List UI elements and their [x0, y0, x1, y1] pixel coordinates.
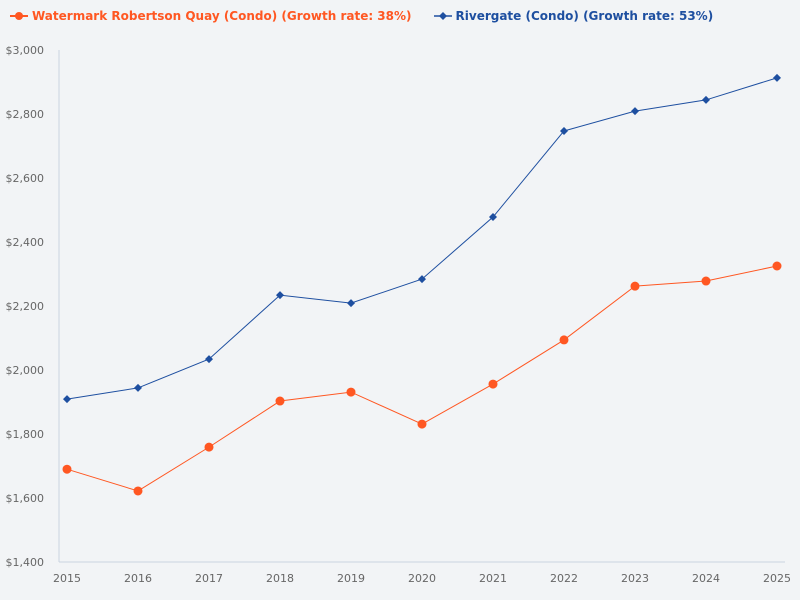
y-tick-label: $2,200 — [6, 300, 45, 313]
data-point — [347, 299, 355, 308]
x-tick-label: 2017 — [195, 572, 223, 585]
y-tick-label: $3,000 — [6, 44, 45, 57]
data-point — [418, 275, 426, 284]
circle-marker-icon — [10, 12, 28, 20]
x-tick-label: 2025 — [763, 572, 791, 585]
data-point — [701, 276, 711, 286]
data-point — [773, 73, 781, 82]
y-tick-label: $2,000 — [6, 364, 45, 377]
data-point — [204, 442, 214, 452]
data-point — [630, 281, 640, 291]
data-point — [417, 419, 427, 429]
x-tick-label: 2019 — [337, 572, 365, 585]
data-point — [275, 396, 285, 406]
x-tick-label: 2022 — [550, 572, 578, 585]
legend-label: Watermark Robertson Quay (Condo) (Growth… — [32, 9, 412, 23]
y-tick-label: $1,800 — [6, 428, 45, 441]
data-point — [63, 395, 71, 404]
series-line-0 — [66, 265, 778, 492]
x-tick-label: 2024 — [692, 572, 720, 585]
data-point — [205, 355, 213, 364]
data-point — [276, 291, 284, 300]
data-point — [62, 464, 72, 474]
data-point — [702, 95, 710, 104]
y-tick-label: $1,600 — [6, 492, 45, 505]
legend-item-watermark[interactable]: Watermark Robertson Quay (Condo) (Growth… — [10, 9, 412, 23]
legend-item-rivergate[interactable]: Rivergate (Condo) (Growth rate: 53%) — [433, 9, 714, 23]
data-point — [559, 335, 569, 345]
y-tick-label: $1,400 — [6, 556, 45, 569]
data-point — [772, 261, 782, 271]
y-tick-label: $2,600 — [6, 172, 45, 185]
legend-label: Rivergate (Condo) (Growth rate: 53%) — [455, 9, 714, 23]
x-tick-label: 2023 — [621, 572, 649, 585]
data-point — [631, 107, 639, 116]
x-tick-label: 2016 — [124, 572, 152, 585]
y-tick-label: $2,800 — [6, 108, 45, 121]
diamond-marker-icon — [433, 12, 452, 20]
data-point — [346, 387, 356, 397]
x-tick-label: 2020 — [408, 572, 436, 585]
x-tick-label: 2018 — [266, 572, 294, 585]
data-point — [488, 379, 498, 389]
x-tick-label: 2015 — [53, 572, 81, 585]
data-point — [133, 486, 143, 496]
series-line-1 — [66, 77, 778, 400]
data-point — [134, 383, 142, 392]
y-tick-label: $2,400 — [6, 236, 45, 249]
data-point — [489, 213, 497, 222]
x-tick-label: 2021 — [479, 572, 507, 585]
legend: Watermark Robertson Quay (Condo) (Growth… — [10, 9, 713, 23]
data-point — [560, 126, 568, 135]
